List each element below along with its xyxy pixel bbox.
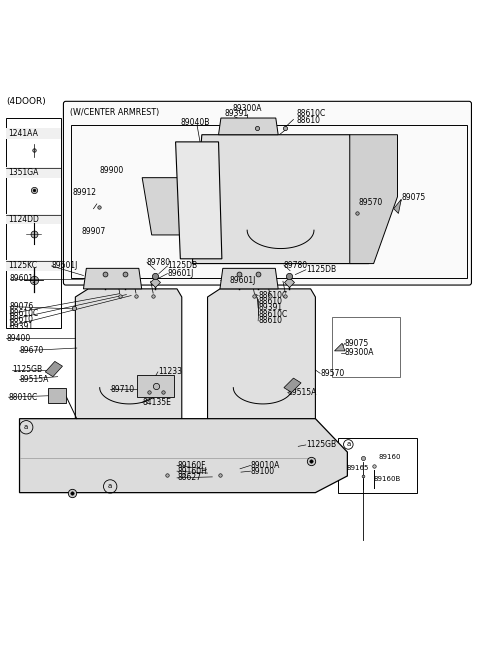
Text: 1125KC: 1125KC (9, 261, 37, 270)
Text: 89912: 89912 (72, 188, 96, 197)
Text: 88610: 88610 (258, 297, 282, 306)
Text: 89160F: 89160F (177, 461, 205, 470)
Polygon shape (220, 268, 278, 289)
Text: 89160H: 89160H (177, 466, 207, 476)
Text: 89780: 89780 (284, 260, 308, 270)
Text: 89391: 89391 (258, 304, 282, 312)
Text: 89076: 89076 (10, 302, 34, 311)
Text: 88610: 88610 (10, 316, 34, 324)
Polygon shape (176, 142, 222, 259)
FancyBboxPatch shape (6, 214, 61, 224)
Text: 89400: 89400 (6, 334, 30, 343)
Text: 1351GA: 1351GA (9, 168, 39, 177)
Polygon shape (137, 375, 174, 397)
Text: 88610C: 88610C (258, 291, 288, 300)
Polygon shape (48, 388, 66, 403)
Polygon shape (284, 378, 301, 392)
Text: 89391: 89391 (225, 110, 249, 118)
Text: a: a (24, 424, 28, 430)
Polygon shape (218, 118, 278, 134)
Polygon shape (335, 343, 345, 351)
Text: 11233: 11233 (158, 367, 182, 377)
Text: 88610C: 88610C (296, 110, 325, 118)
Text: 89300A: 89300A (345, 348, 374, 358)
Text: 89570: 89570 (320, 369, 345, 378)
Polygon shape (192, 134, 369, 264)
Text: 1124DD: 1124DD (9, 215, 39, 224)
Text: 89515A: 89515A (20, 375, 49, 384)
Text: 88610: 88610 (258, 316, 282, 325)
Text: 89165: 89165 (347, 465, 369, 471)
Polygon shape (350, 134, 397, 264)
Text: 89040B: 89040B (180, 118, 210, 127)
Polygon shape (142, 178, 195, 235)
Polygon shape (20, 419, 348, 493)
Text: 89601J: 89601J (10, 274, 36, 283)
FancyBboxPatch shape (63, 101, 471, 285)
Text: 1125DB: 1125DB (306, 265, 336, 274)
Text: 89075: 89075 (401, 194, 426, 202)
Text: 88627: 88627 (177, 474, 201, 482)
Text: 1125GB: 1125GB (12, 365, 42, 374)
Text: 89391: 89391 (10, 321, 34, 331)
FancyBboxPatch shape (6, 260, 61, 271)
Text: 89601J: 89601J (229, 276, 256, 285)
Text: 1125GB: 1125GB (306, 440, 336, 449)
FancyBboxPatch shape (6, 167, 61, 178)
Polygon shape (207, 289, 315, 428)
Text: a: a (108, 483, 112, 489)
Text: 89670: 89670 (20, 346, 44, 356)
Text: 89710: 89710 (110, 384, 134, 394)
Text: 88010C: 88010C (9, 393, 38, 401)
Polygon shape (75, 289, 182, 428)
Text: (4DOOR): (4DOOR) (6, 97, 46, 106)
FancyBboxPatch shape (6, 128, 61, 138)
Text: 1241AA: 1241AA (9, 129, 38, 138)
Text: 89780: 89780 (147, 258, 171, 266)
Text: 89160B: 89160B (373, 476, 401, 482)
Text: 89601J: 89601J (51, 262, 78, 270)
Polygon shape (45, 361, 62, 377)
Text: a: a (346, 441, 350, 447)
Text: 89601J: 89601J (168, 269, 194, 278)
Polygon shape (394, 199, 401, 213)
Text: 88610C: 88610C (10, 309, 39, 318)
Text: 84135E: 84135E (142, 398, 171, 407)
Text: 89900: 89900 (99, 166, 123, 175)
Text: 1125DB: 1125DB (168, 262, 198, 270)
Text: 89010A: 89010A (251, 461, 280, 470)
Text: 89907: 89907 (82, 226, 106, 236)
Polygon shape (84, 268, 142, 289)
Text: 89075: 89075 (345, 338, 369, 348)
Text: 89515A: 89515A (288, 388, 317, 397)
Text: 89300A: 89300A (232, 104, 262, 113)
Text: 89100: 89100 (251, 466, 275, 476)
Text: 89570: 89570 (359, 198, 383, 207)
Text: (W/CENTER ARMREST): (W/CENTER ARMREST) (70, 108, 159, 117)
Text: 88610C: 88610C (258, 310, 288, 319)
Text: 88610: 88610 (296, 116, 320, 125)
Text: 89160: 89160 (378, 454, 401, 460)
